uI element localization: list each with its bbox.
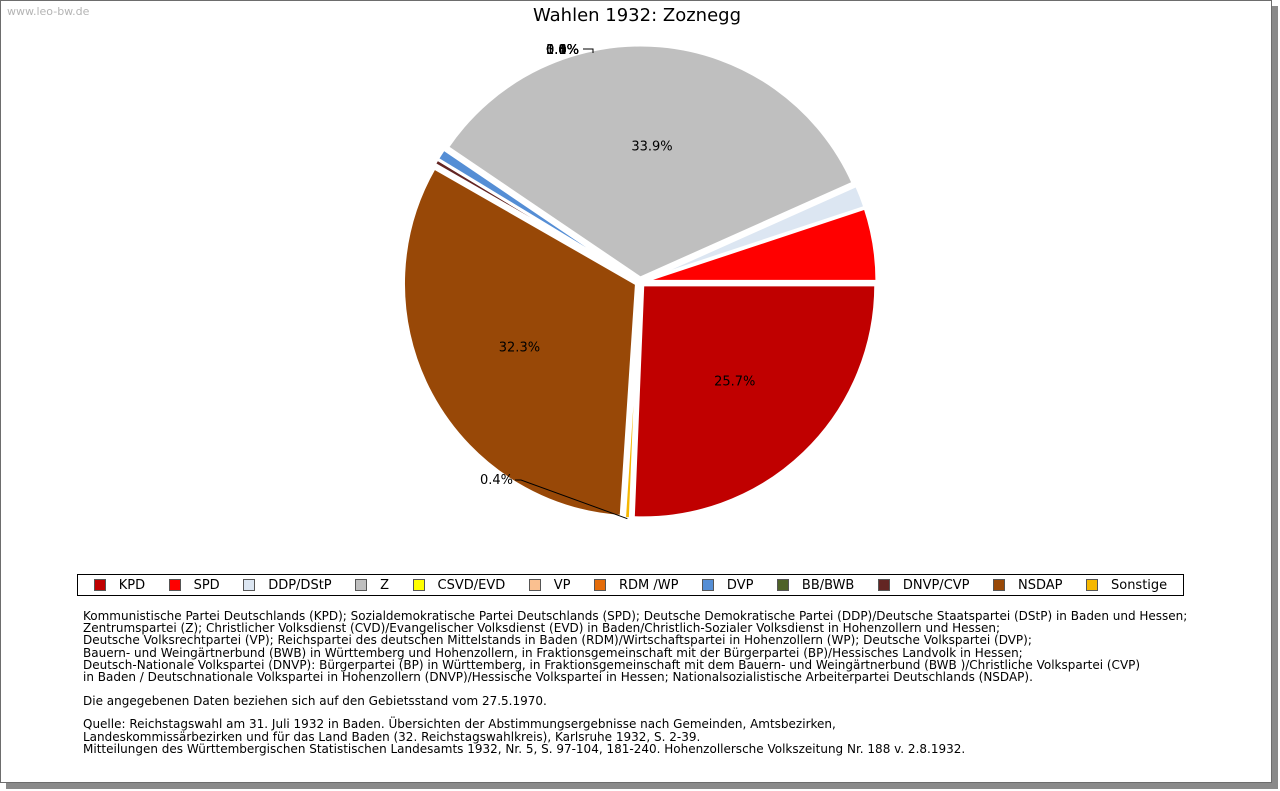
legend-item-spd: SPD xyxy=(168,577,220,593)
slice-label-z: 33.9% xyxy=(631,140,672,155)
legend-swatch xyxy=(355,579,368,591)
legend-item-ddp-dstp: DDP/DStP xyxy=(243,577,332,593)
legend-label: DVP xyxy=(726,577,754,593)
note-line: Zentrumspartei (Z); Christlicher Volksdi… xyxy=(83,621,1001,636)
legend-item-sonstige: Sonstige xyxy=(1085,577,1168,593)
legend-swatch xyxy=(993,579,1005,591)
slice-label-spd: 5.1% xyxy=(546,43,579,58)
source-line: Quelle: Reichstagswahl am 31. Juli 1932 … xyxy=(83,717,836,732)
legend-label: SPD xyxy=(193,577,220,593)
leader-line-sonstige xyxy=(515,479,628,520)
legend-item-bb-bwb: BB/BWB xyxy=(776,577,855,593)
legend-label: Z xyxy=(380,577,390,593)
watermark: www.leo-bw.de xyxy=(7,5,90,18)
notes: Kommunistische Partei Deutschlands (KPD)… xyxy=(83,610,1187,755)
legend-swatch xyxy=(528,579,541,591)
pie-slice-sonstige xyxy=(622,285,642,521)
note-line: Kommunistische Partei Deutschlands (KPD)… xyxy=(83,609,1188,623)
slice-label-vp: 0.0% xyxy=(546,43,579,58)
legend-swatch xyxy=(1085,579,1098,591)
chart-title: Wahlen 1932: Zoznegg xyxy=(532,5,741,26)
legend-item-vp: VP xyxy=(528,577,571,593)
legend-label: RDM /WP xyxy=(618,577,679,593)
legend-item-z: Z xyxy=(355,578,389,593)
legend-swatch xyxy=(593,579,606,591)
legend-label: KPD xyxy=(118,577,146,593)
slice-label-dvp: 0.8% xyxy=(546,43,579,58)
note-line: Bauern- und Weingärtnerbund (BWB) in Wür… xyxy=(83,645,1023,660)
legend-label: VP xyxy=(553,577,571,593)
pie-slice-dvp xyxy=(435,147,638,282)
territory-note: Die angegebenen Daten beziehen sich auf … xyxy=(83,693,547,708)
slice-label-kpd: 25.7% xyxy=(714,375,755,390)
slice-label-dnvp-cvp: 0.4% xyxy=(546,43,579,58)
legend-swatch xyxy=(412,579,425,591)
leader-line-spd xyxy=(583,48,594,53)
legend-swatch xyxy=(701,579,714,591)
note-line: in Baden / Deutschnationale Volkspartei … xyxy=(83,670,1033,685)
source-line: Landeskommissärbezirken und für das Land… xyxy=(83,729,701,744)
pie-slice-z xyxy=(445,43,856,280)
note-line: Deutsch-Nationale Volkspartei (DNVP): Bü… xyxy=(83,657,1141,672)
legend-item-dvp: DVP xyxy=(701,577,754,593)
pie-slice-kpd xyxy=(631,283,878,520)
legend-swatch xyxy=(93,579,106,591)
legend-item-csvd-evd: CSVD/EVD xyxy=(412,577,506,593)
legend-label: DDP/DStP xyxy=(268,577,332,593)
legend-swatch xyxy=(776,579,789,591)
slice-label-nsdap: 32.3% xyxy=(499,341,540,356)
slice-label-bb-bwb: 0.0% xyxy=(546,43,579,58)
legend-label: CSVD/EVD xyxy=(437,577,506,593)
legend-swatch xyxy=(877,579,890,591)
slice-label-ddp-dstp: 1.6% xyxy=(546,43,579,58)
legend: KPD SPD DDP/DStP Z CSVD/EVD VP RDM /WP DVP BB/BW… xyxy=(77,574,1184,596)
legend-item-dnvp-cvp: DNVP/CVP xyxy=(877,577,970,593)
source-line: Mitteilungen des Württembergischen Stati… xyxy=(83,741,966,756)
legend-item-rdm-wp: RDM /WP xyxy=(593,577,679,593)
note-line: Deutsche Volksrechtpartei (VP); Reichspa… xyxy=(83,633,1032,648)
legend-label: DNVP/CVP xyxy=(902,577,970,593)
legend-label: BB/BWB xyxy=(801,577,855,593)
pie-slice-spd xyxy=(643,206,879,283)
legend-item-nsdap: NSDAP xyxy=(993,578,1063,593)
slice-label-csvd-evd: 0.0% xyxy=(546,43,579,58)
pie-slice-nsdap xyxy=(401,165,639,518)
slice-label-rdm-wp: 0.0% xyxy=(546,43,579,58)
legend-label: Sonstige xyxy=(1110,577,1168,593)
legend-swatch xyxy=(168,579,181,591)
legend-label: NSDAP xyxy=(1018,577,1063,593)
legend-swatch xyxy=(243,579,256,591)
legend-item-kpd: KPD xyxy=(93,577,146,593)
pie-chart: 25.7%32.3%33.9%0.4%0.4%0.0%0.8%0.0%0.0%0… xyxy=(401,43,879,521)
slice-label-sonstige: 0.4% xyxy=(480,473,513,488)
